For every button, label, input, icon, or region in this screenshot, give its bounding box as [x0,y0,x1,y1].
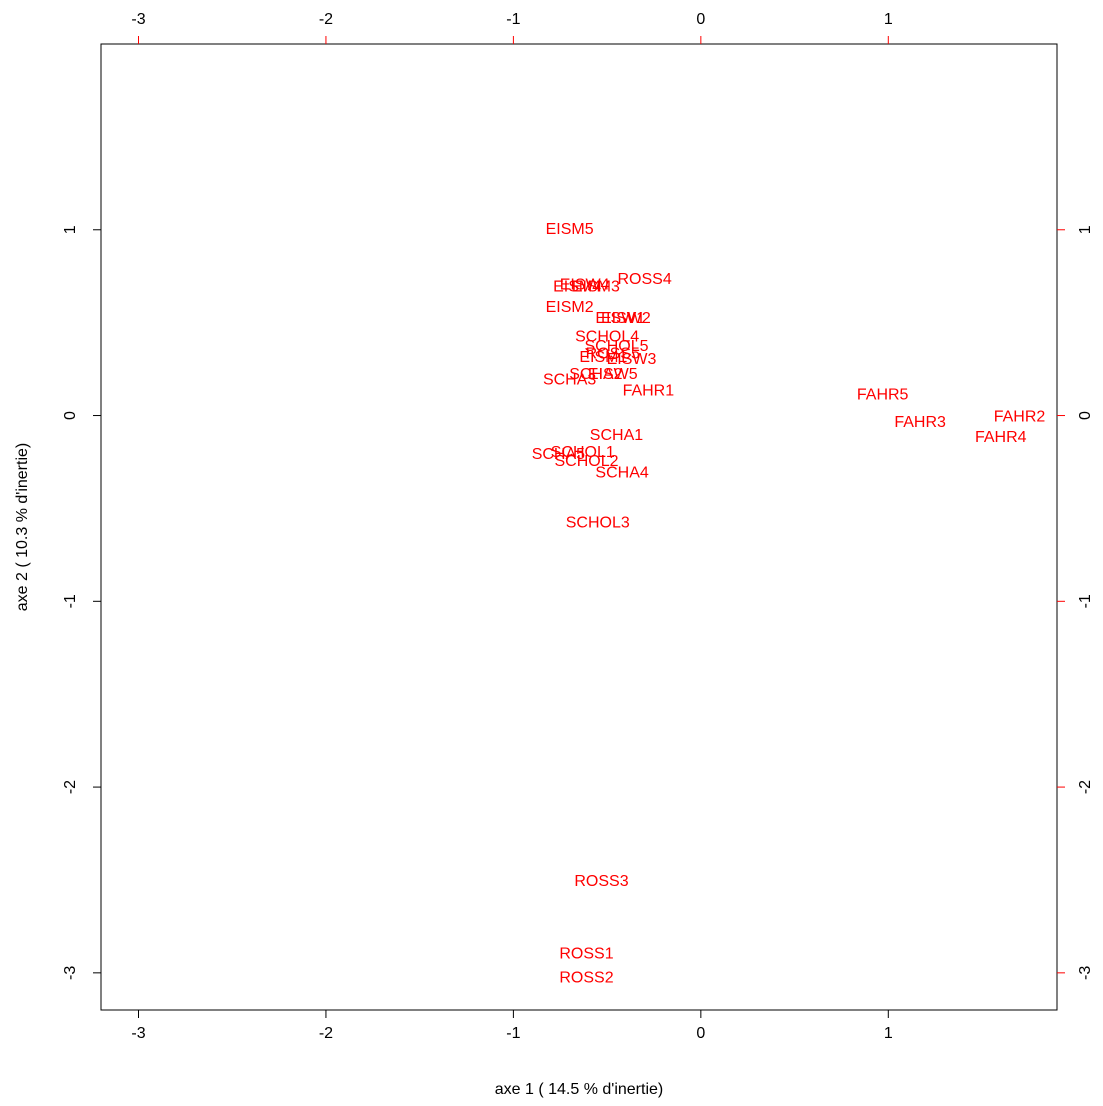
point-label: FAHR1 [623,383,675,400]
x-axis-title: axe 1 ( 14.5 % d'inertie) [495,1081,663,1098]
y-axis-title: axe 2 ( 10.3 % d'inertie) [14,443,31,611]
plot-area-frame [100,43,1058,1011]
y-axis-left: -3 -2 -1 0 1 [62,225,101,980]
y-tick-label-right: 0 [1077,411,1094,420]
point-label: SCHOL4 [575,329,639,346]
point-label: EISM5 [546,221,594,238]
y-tick-label-right: -3 [1077,966,1094,980]
y-axis-right: -3 -2 -1 0 1 [1057,225,1094,980]
point-label: SCHOL3 [566,515,630,532]
point-label: SCHA3 [543,371,596,388]
point-label: FAHR4 [975,429,1027,446]
y-tick-label-left: 0 [62,411,79,420]
x-tick-label-bottom: 0 [696,1025,705,1042]
y-tick-label-left: 1 [62,225,79,234]
x-tick-label-top: -2 [319,11,333,28]
point-label: ROSS5 [586,345,640,362]
point-label: EISM1 [579,349,627,366]
x-axis-bottom: -3 -2 -1 0 1 [131,1010,893,1042]
y-tick-label-right: -2 [1077,780,1094,794]
point-label: ROSS2 [559,970,613,987]
point-label: EISM2 [546,299,594,316]
point-label: EISW2 [601,310,651,327]
point-label: EISW4 [560,277,610,294]
x-tick-label-bottom: -3 [131,1025,145,1042]
point-label: EISW1 [595,310,645,327]
point-label: FAHR5 [857,386,909,403]
x-axis-top: -3 -2 -1 0 1 [131,11,893,44]
y-tick-label-right: 1 [1077,225,1094,234]
point-label: EISW5 [588,366,638,383]
point-label: FAHR3 [894,414,946,431]
point-label: SCHOL1 [551,444,615,461]
point-label: SCHA4 [595,464,648,481]
point-label: EISW3 [607,351,657,368]
y-tick-label-left: -3 [62,966,79,980]
x-tick-label-bottom: -2 [319,1025,333,1042]
point-label: ROSS3 [574,873,628,890]
y-tick-label-right: -1 [1077,594,1094,608]
point-label: ROSS1 [559,945,613,962]
y-tick-label-left: -2 [62,780,79,794]
point-label: FAHR2 [994,409,1046,426]
point-label: SCHA1 [590,427,643,444]
point-label: SCHOL5 [584,338,648,355]
x-tick-label-top: 1 [884,11,893,28]
point-label: ROSS4 [617,271,671,288]
point-label: SCHOL2 [554,453,618,470]
point-label: SCHA2 [569,366,622,383]
x-tick-label-top: -1 [506,11,520,28]
x-tick-label-top: 0 [696,11,705,28]
x-tick-label-top: -3 [131,11,145,28]
x-tick-label-bottom: -1 [506,1025,520,1042]
x-tick-label-bottom: 1 [884,1025,893,1042]
point-label: EISM3 [572,279,620,296]
y-tick-label-left: -1 [62,594,79,608]
point-label: SCHA5 [532,446,585,463]
point-label: EISM4 [553,279,601,296]
